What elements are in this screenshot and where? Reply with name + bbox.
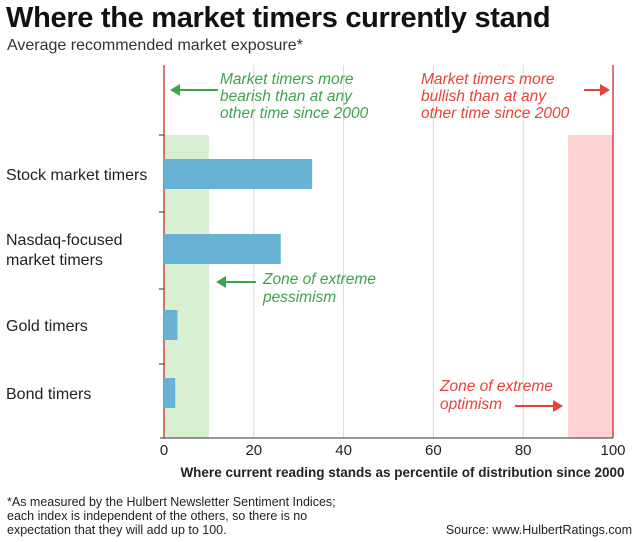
bar <box>164 378 176 408</box>
footnote-line: expectation that they will add up to 100… <box>7 523 227 537</box>
bearish-arrow-head <box>170 84 180 96</box>
optimism-zone <box>568 135 613 438</box>
x-tick-label: 40 <box>335 442 352 459</box>
x-tick-label: 0 <box>160 442 168 459</box>
bullish-annotation: Market timers more <box>421 71 555 88</box>
bullish-annotation: bullish than at any <box>421 88 547 105</box>
footnote: *As measured by the Hulbert Newsletter S… <box>7 495 336 537</box>
source-note: Source: www.HulbertRatings.com <box>445 523 632 537</box>
optimism-arrow-head <box>553 400 563 412</box>
bar <box>164 159 313 189</box>
pessimism-arrow-head <box>216 276 226 288</box>
footnote-line: each index is independent of the others,… <box>7 509 308 523</box>
chart-title: Where the market timers currently stand <box>6 2 551 34</box>
optimism-annotation: optimism <box>440 396 502 413</box>
x-tick-label: 20 <box>245 442 262 459</box>
category-label: Nasdaq-focused <box>6 232 123 249</box>
category-label: Stock market timers <box>6 167 147 184</box>
chart-subtitle: Average recommended market exposure* <box>7 37 303 54</box>
bullish-annotation: other time since 2000 <box>421 105 570 122</box>
x-tick-label: 60 <box>425 442 442 459</box>
category-label: Gold timers <box>6 318 88 335</box>
bullish-arrow-head <box>600 84 610 96</box>
bar <box>164 234 281 264</box>
x-tick-label: 100 <box>600 442 625 459</box>
bearish-annotation: bearish than at any <box>220 88 353 105</box>
bearish-annotation: other time since 2000 <box>220 105 369 122</box>
footnote-line: *As measured by the Hulbert Newsletter S… <box>7 495 336 509</box>
x-tick-label: 80 <box>515 442 532 459</box>
x-axis-label: Where current reading stands as percenti… <box>180 465 624 480</box>
pessimism-annotation: Zone of extreme <box>262 271 376 288</box>
bearish-annotation: Market timers more <box>220 71 354 88</box>
bar <box>164 310 178 340</box>
category-label: Bond timers <box>6 386 91 403</box>
pessimism-annotation: pessimism <box>262 289 336 306</box>
optimism-annotation: Zone of extreme <box>439 378 553 395</box>
category-label: market timers <box>6 252 103 269</box>
